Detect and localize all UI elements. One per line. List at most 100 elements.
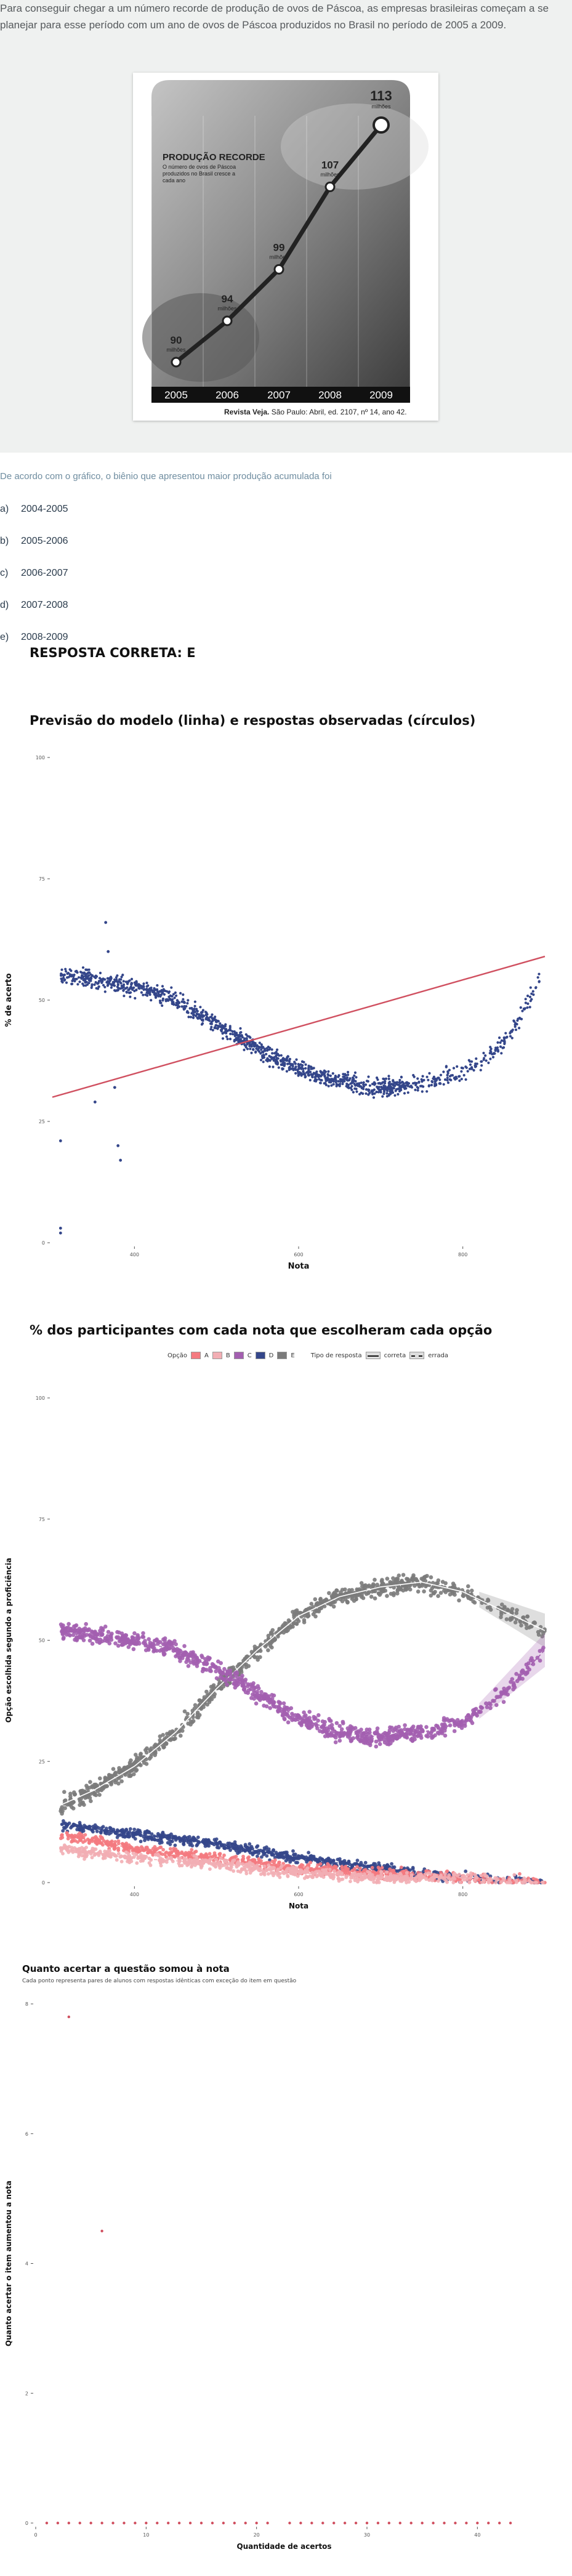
observed-point [294,1065,297,1068]
series-C-point [492,1698,496,1703]
observed-point [475,1057,478,1060]
observed-point [128,979,131,982]
observed-point [260,1048,263,1051]
legend-correct-line [365,1352,381,1359]
observed-point [211,1013,214,1016]
series-E-point [518,1620,523,1624]
observed-point [135,981,138,984]
observed-point [377,1091,381,1094]
series-D-point [281,1855,286,1860]
figure-year-label: 2009 [369,389,393,401]
observed-point [300,1072,303,1075]
observed-point [421,1084,424,1088]
observed-point [125,990,128,993]
observed-point [530,992,533,995]
observed-point [333,1076,337,1080]
series-E-point [127,1761,132,1765]
observed-point [81,966,85,969]
observed-point [253,1044,256,1048]
observed-point [86,975,89,978]
question-prompt: De acordo com o gráfico, o biênio que ap… [0,471,332,482]
observed-point [68,968,71,971]
series-C-point [374,1729,379,1734]
series-E-point [369,1594,374,1599]
series-C-point [337,1724,342,1728]
observed-point [465,1066,468,1069]
series-E-point [168,1730,172,1734]
observed-point [311,1073,315,1076]
series-C-point [321,1729,326,1734]
series-C-point [236,1676,240,1680]
series-E-point [466,1584,470,1589]
series-C-point [74,1623,79,1628]
observed-point [334,1079,337,1082]
series-D-point [212,1838,217,1842]
option-b[interactable]: b) 2005-2006 [0,536,68,546]
option-d[interactable]: d) 2007-2008 [0,600,68,610]
series-D-point [245,1846,249,1850]
observed-point [231,1030,234,1033]
observed-point [228,1025,232,1028]
observed-point [421,1080,424,1083]
series-C-point [68,1628,73,1633]
series-C-point [424,1725,429,1729]
series-C-point [459,1726,464,1730]
series-B-point [208,1867,212,1871]
observed-point [277,1066,280,1069]
observed-point [395,1081,399,1084]
observed-point [113,989,116,992]
option-a[interactable]: a) 2004-2005 [0,504,68,514]
chart2-legend: Opção A B C D E Tipo de resposta correta… [167,1350,448,1361]
observed-point [203,1014,206,1017]
series-A-point [101,1843,105,1847]
series-A-point [270,1859,274,1863]
series-C-point [488,1706,493,1710]
observed-point [377,1086,381,1089]
series-A-point [116,1848,121,1852]
observed-point [352,1091,355,1094]
series-E-point [440,1580,445,1584]
series-E-point [360,1593,365,1597]
series-E-point [465,1589,470,1594]
series-C-point [484,1701,488,1706]
figure-unit-label: milhões [166,347,186,353]
series-C-point [147,1637,151,1641]
series-B-point [305,1875,310,1880]
observed-point [140,987,143,990]
observed-point [187,1011,190,1014]
figure-subheading: O número de ovos de Páscoa produzidos no… [163,164,236,184]
observed-point [446,1073,449,1076]
series-E-point [470,1588,474,1593]
observed-point [235,1032,238,1035]
series-D-point [226,1841,230,1846]
series-E-point [79,1796,83,1801]
option-c[interactable]: c) 2006-2007 [0,568,68,578]
option-e[interactable]: e) 2008-2009 [0,632,68,642]
series-C-point [232,1681,236,1686]
observed-point [273,1052,276,1055]
series-E-point [408,1587,413,1592]
observed-point [119,981,122,984]
series-E-point [186,1721,190,1726]
series-E-point [179,1734,183,1738]
observed-point [116,983,119,986]
series-D-point [274,1851,278,1855]
series-A-point [99,1835,103,1838]
series-A-point [388,1867,392,1871]
observed-point [65,981,68,984]
observed-point [153,991,156,994]
observed-point [297,1065,301,1068]
observed-point [390,1087,393,1090]
series-D-point [265,1850,270,1854]
series-E-point [405,1577,409,1581]
series-C-point [403,1734,407,1739]
series-E-point [173,1736,177,1741]
series-A-point [65,1831,69,1835]
series-E-point [432,1591,437,1596]
series-E-point [346,1594,350,1599]
series-A-point [399,1865,403,1870]
series-C-point [140,1634,145,1639]
observed-point [524,1001,528,1004]
series-B-point [424,1872,428,1876]
observed-outlier [113,1086,116,1089]
